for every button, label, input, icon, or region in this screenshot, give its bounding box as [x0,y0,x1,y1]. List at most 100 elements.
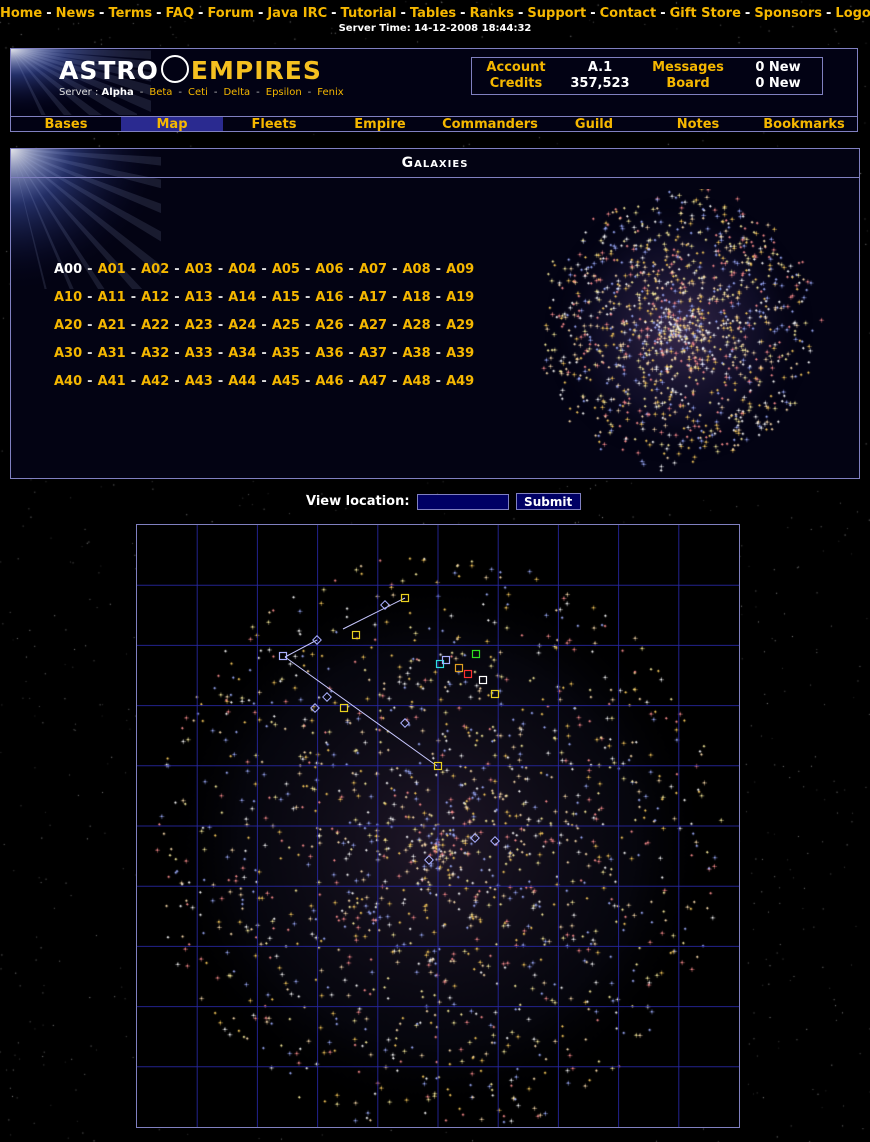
server-link-delta[interactable]: Delta [223,87,251,98]
galaxy-link-a05[interactable]: A05 [271,262,300,277]
board-label[interactable]: Board [666,76,710,91]
galaxy-row: A00- A01- A02- A03- A04- A05- A06- A07- A08- A09 [54,256,474,284]
top-link-forum[interactable]: Forum [207,6,254,21]
top-link-terms[interactable]: Terms [108,6,153,21]
nav-tab-bookmarks[interactable]: Bookmarks [763,117,845,132]
nav-tab-commanders[interactable]: Commanders [442,117,538,132]
top-link-tables[interactable]: Tables [409,6,457,21]
galaxy-link-a02[interactable]: A02 [141,262,170,277]
galaxy-link-a16[interactable]: A16 [315,290,344,305]
galaxy-link-a45[interactable]: A45 [271,374,300,389]
galaxy-separator: - [261,290,267,305]
galaxy-separator: - [217,346,224,361]
galaxy-link-a00[interactable]: A00 [54,262,83,277]
galaxy-link-a07[interactable]: A07 [358,262,388,277]
nav-tab-guild[interactable]: Guild [574,117,614,132]
nav-tab-fleets[interactable]: Fleets [251,117,297,132]
galaxy-link-a42[interactable]: A42 [141,374,170,389]
galaxy-link-a33[interactable]: A33 [184,346,213,361]
galaxy-link-a34[interactable]: A34 [228,346,257,361]
galaxy-link-a26[interactable]: A26 [315,318,344,333]
galaxy-link-a17[interactable]: A17 [358,290,388,305]
galaxy-link-a27[interactable]: A27 [358,318,388,333]
messages-label[interactable]: Messages [652,60,724,75]
galaxy-link-a23[interactable]: A23 [184,318,213,333]
galaxy-link-a40[interactable]: A40 [54,374,83,389]
galaxy-separator: - [348,290,354,305]
server-separator: - [256,87,260,98]
galaxy-link-a14[interactable]: A14 [228,290,257,305]
galaxy-link-a19[interactable]: A19 [446,290,475,305]
server-link-epsilon[interactable]: Epsilon [265,87,302,98]
galaxy-separator: - [130,262,137,277]
top-link-ranks[interactable]: Ranks [469,6,514,21]
galaxy-link-a18[interactable]: A18 [402,290,431,305]
nav-tab-notes[interactable]: Notes [676,117,720,132]
credits-label[interactable]: Credits [489,76,543,91]
top-link-java-irc[interactable]: Java IRC [267,6,328,21]
galaxy-link-a28[interactable]: A28 [402,318,431,333]
submit-button[interactable]: Submit [515,493,581,510]
galaxy-link-a06[interactable]: A06 [315,262,344,277]
top-link-news[interactable]: News [55,6,96,21]
galaxy-link-a09[interactable]: A09 [446,262,475,277]
galaxy-link-a43[interactable]: A43 [184,374,213,389]
galaxy-link-a30[interactable]: A30 [54,346,83,361]
galaxy-link-a32[interactable]: A32 [141,346,170,361]
galaxy-link-a13[interactable]: A13 [184,290,213,305]
galaxy-link-a31[interactable]: A31 [97,346,126,361]
galaxy-link-a46[interactable]: A46 [315,374,344,389]
view-location-input[interactable] [417,493,510,510]
galaxy-link-a49[interactable]: A49 [446,374,475,389]
link-separator: - [198,6,204,21]
galaxy-link-a25[interactable]: A25 [271,318,300,333]
galaxy-link-a03[interactable]: A03 [184,262,213,277]
galaxy-link-a15[interactable]: A15 [271,290,300,305]
galaxy-link-a21[interactable]: A21 [97,318,126,333]
board-value: 0 New [755,76,801,91]
galaxy-link-a38[interactable]: A38 [402,346,431,361]
galaxy-link-a20[interactable]: A20 [54,318,83,333]
top-link-logout[interactable]: Logout [835,6,870,21]
astro-empires-logo[interactable]: ASTRO EMPIRES [59,55,322,85]
account-label[interactable]: Account [486,60,546,75]
galaxy-separator: - [348,346,354,361]
top-link-contact[interactable]: Contact [599,6,657,21]
galaxy-link-a08[interactable]: A08 [402,262,431,277]
galaxy-separator: - [348,374,354,389]
galaxy-link-a35[interactable]: A35 [271,346,300,361]
top-link-tutorial[interactable]: Tutorial [340,6,397,21]
galaxy-link-a22[interactable]: A22 [141,318,170,333]
galaxy-link-a36[interactable]: A36 [315,346,344,361]
galaxy-link-a47[interactable]: A47 [358,374,388,389]
server-link-ceti[interactable]: Ceti [188,87,208,98]
top-link-support[interactable]: Support [527,6,587,21]
galaxy-link-a04[interactable]: A04 [228,262,257,277]
server-link-fenix[interactable]: Fenix [317,87,344,98]
nav-tab-bases[interactable]: Bases [44,117,88,132]
server-separator: - [307,87,312,98]
top-link-gift-store[interactable]: Gift Store [669,6,741,21]
galaxy-separator: - [217,374,224,389]
galaxy-link-a37[interactable]: A37 [358,346,388,361]
nav-tab-empire[interactable]: Empire [354,117,406,132]
server-link-beta[interactable]: Beta [149,87,173,98]
galaxy-link-a29[interactable]: A29 [446,318,475,333]
galaxy-link-a48[interactable]: A48 [402,374,431,389]
galaxy-link-a39[interactable]: A39 [446,346,475,361]
link-separator: - [460,6,466,21]
top-link-faq[interactable]: FAQ [165,6,195,21]
galaxy-link-a11[interactable]: A11 [97,290,126,305]
nav-tab-map[interactable]: Map [121,117,223,131]
galaxy-link-a01[interactable]: A01 [97,262,126,277]
galaxy-link-a41[interactable]: A41 [97,374,126,389]
galaxy-link-a12[interactable]: A12 [141,290,170,305]
galaxy-link-a44[interactable]: A44 [228,374,257,389]
galaxy-link-a10[interactable]: A10 [54,290,83,305]
galaxy-link-a24[interactable]: A24 [228,318,257,333]
top-link-sponsors[interactable]: Sponsors [754,6,822,21]
galaxy-separator: - [304,262,311,277]
top-link-home[interactable]: Home [0,6,43,21]
galaxy-separator: - [217,318,224,333]
galaxy-map[interactable] [136,524,740,1128]
